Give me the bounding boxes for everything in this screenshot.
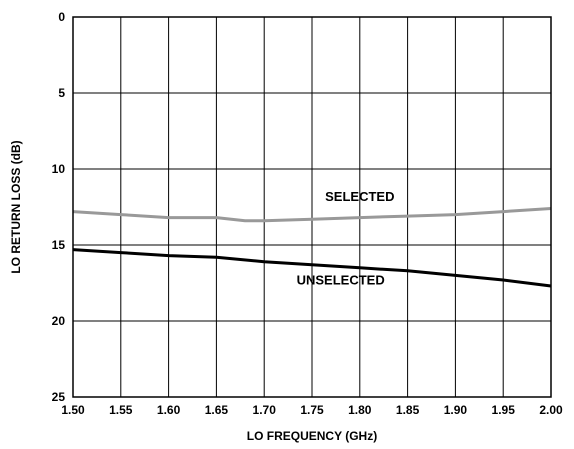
y-tick-label: 10: [52, 162, 66, 176]
x-tick-label: 1.60: [157, 403, 181, 417]
annotations: SELECTED UNSELECTED: [297, 189, 395, 288]
plot-frame: [72, 16, 552, 398]
series-line-unselected: [72, 248, 552, 288]
x-axis-label: LO FREQUENCY (GHz): [247, 429, 377, 443]
y-tick-label: 0: [58, 10, 65, 24]
annotation-label: UNSELECTED: [297, 273, 385, 288]
x-tick-label: 1.70: [253, 403, 277, 417]
x-tick-label: 1.75: [300, 403, 324, 417]
y-tick-label: 15: [52, 238, 66, 252]
x-tick-label: 1.95: [492, 403, 516, 417]
y-axis-label: LO RETURN LOSS (dB): [9, 140, 23, 273]
x-tick-label: 1.80: [348, 403, 372, 417]
y-tick-label: 5: [58, 86, 65, 100]
x-tick-label: 1.90: [444, 403, 468, 417]
x-tick-label: 1.65: [205, 403, 229, 417]
series-line-selected: [72, 207, 552, 223]
series-layer: [72, 207, 552, 288]
x-tick-label: 2.00: [539, 403, 563, 417]
grid: [72, 16, 552, 398]
tick-labels: 1.50 1.55 1.60 1.65 1.70 1.75 1.80 1.85 1.90 1.95…: [52, 10, 563, 417]
y-tick-label: 20: [52, 314, 66, 328]
y-tick-label: 25: [52, 390, 66, 404]
annotation-label: SELECTED: [325, 189, 394, 204]
x-tick-label: 1.55: [109, 403, 133, 417]
x-tick-label: 1.50: [61, 403, 85, 417]
x-tick-label: 1.85: [396, 403, 420, 417]
